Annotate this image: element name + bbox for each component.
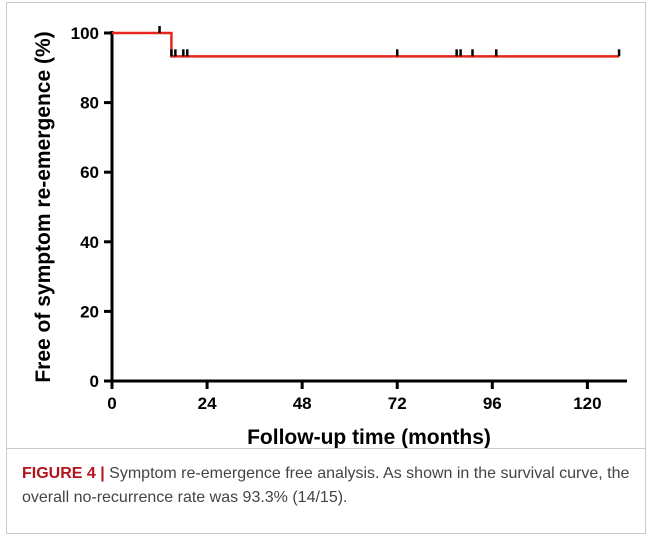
y-tick-label: 0 (90, 372, 99, 391)
axes (110, 31, 627, 383)
caption-text: Symptom re-emergence free analysis. As s… (22, 465, 630, 506)
series (112, 26, 621, 58)
survival-curve (112, 31, 620, 58)
x-tick-label: 0 (107, 394, 116, 413)
x-axis-title: Follow-up time (months) (247, 426, 491, 449)
caption-divider (6, 448, 646, 449)
x-tick-label: 72 (388, 394, 407, 413)
survival-chart: 0 20 40 60 80 100 0 24 48 72 96 120 Follow-up time … (32, 24, 627, 449)
x-tick-label: 48 (293, 394, 312, 413)
y-tick-label: 20 (80, 302, 99, 321)
figure-label: FIGURE 4 | (22, 465, 105, 482)
y-tick-label: 100 (71, 24, 99, 43)
y-tick-label: 80 (80, 94, 99, 113)
x-tick-label: 96 (483, 394, 502, 413)
y-tick-label: 60 (80, 163, 99, 182)
y-axis-title: Free of symptom re-emergence (%) (32, 31, 55, 382)
ticks: 0 20 40 60 80 100 0 24 48 72 96 120 (71, 24, 602, 413)
x-tick-label: 120 (573, 394, 601, 413)
x-tick-label: 24 (198, 394, 217, 413)
figure-caption: FIGURE 4 | Symptom re-emergence free ana… (22, 462, 634, 510)
y-tick-label: 40 (80, 233, 99, 252)
